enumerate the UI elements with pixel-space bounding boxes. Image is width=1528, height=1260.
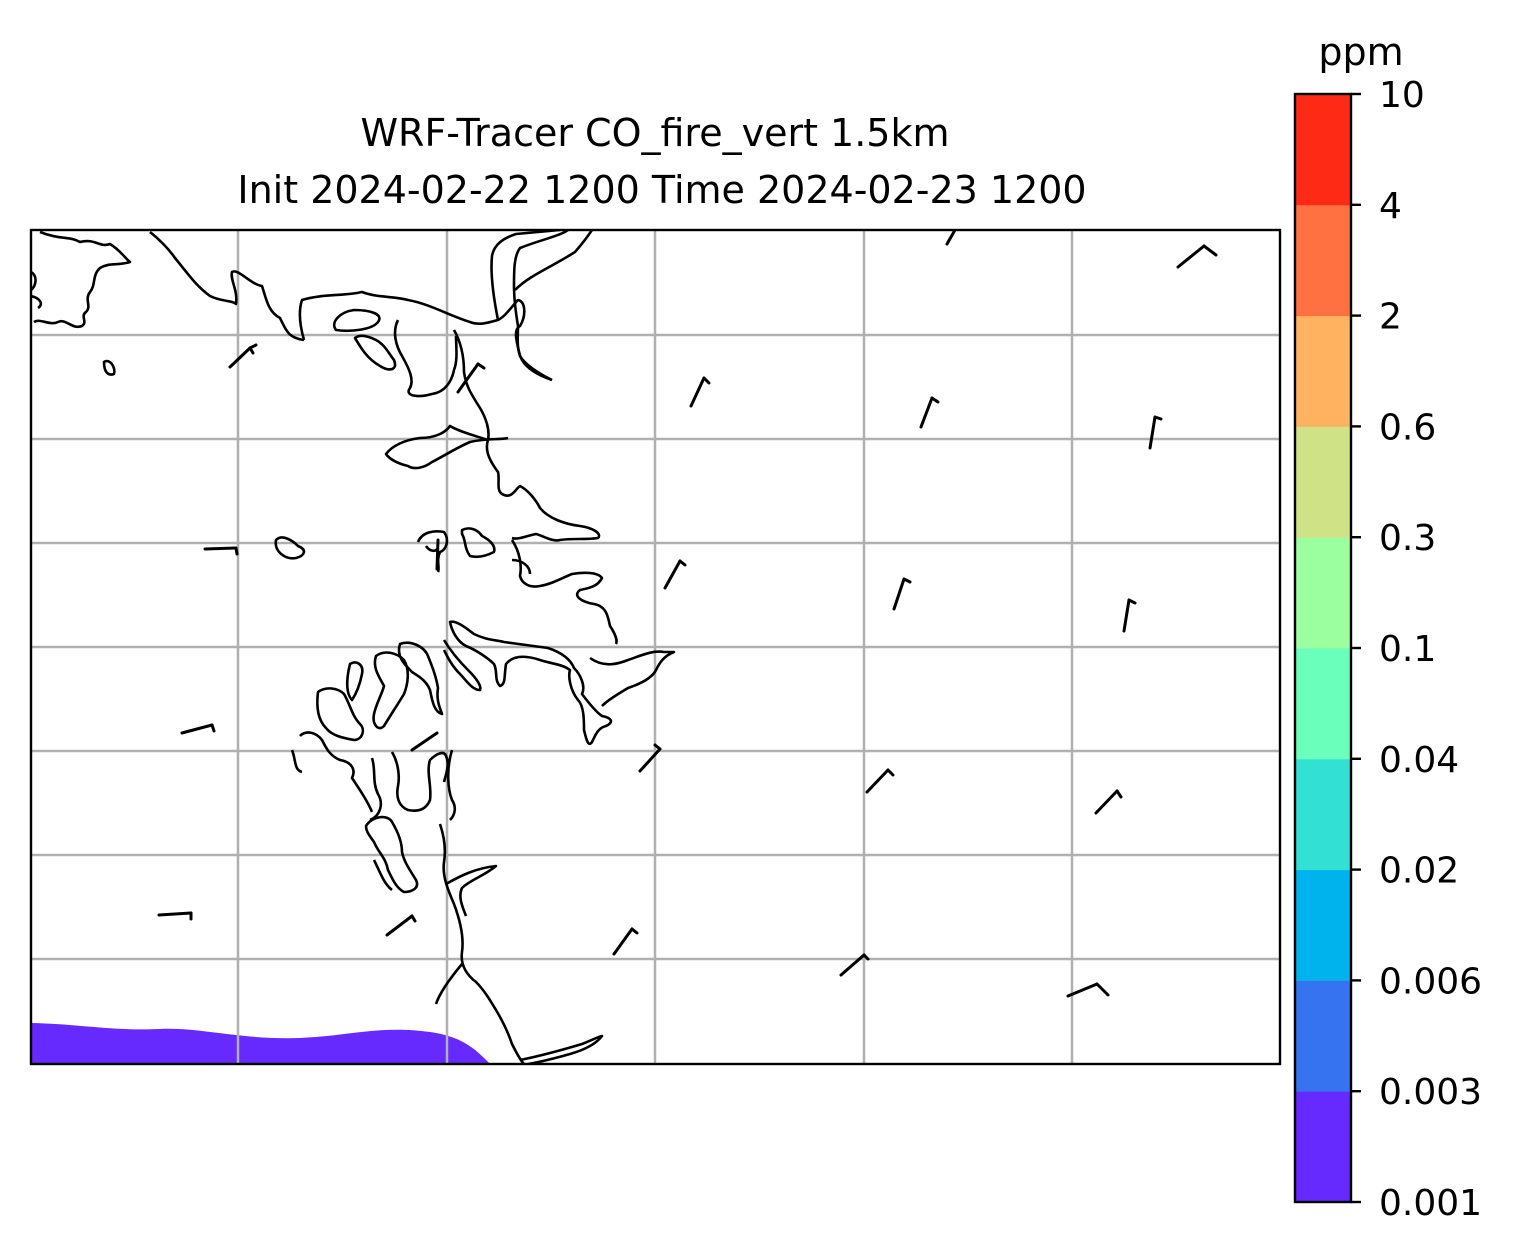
colorbar: ppm 0.001 0.003 0.006 0.02 0.04 0.1 0.3 0.6 2 4 10 [1293,30,1482,1224]
wind-barb [1148,415,1163,450]
wind-barb [410,731,439,752]
wind-barbs [157,230,1218,998]
colorbar-tick-label: 0.3 [1379,518,1436,559]
wind-barb [1122,598,1137,633]
colorbar-unit-label: ppm [1318,30,1403,74]
map-panel [29,228,1282,1066]
colorbar-tick-label: 0.02 [1379,851,1459,892]
wind-barb [203,546,239,556]
colorbar-band [1295,537,1351,649]
map-frame [29,228,1282,1066]
colorbar-band [1295,980,1351,1092]
wind-barb [228,343,258,369]
plot-title-line1: WRF-Tracer CO_fire_vert 1.5km [360,111,949,155]
colorbar-ticks: 0.001 0.003 0.006 0.02 0.04 0.1 0.3 0.6 2 4 10 [1351,75,1482,1224]
wind-barb [919,396,940,429]
wind-barb [612,927,639,956]
colorbar-band [1295,758,1351,871]
tracer-concentration-area [31,1023,490,1064]
wind-barb [839,953,870,977]
wind-barb [456,362,486,394]
wind-barb [1094,789,1123,815]
wind-barb [638,743,662,773]
colorbar-frame [1293,92,1353,1204]
colorbar-tick-label: 0.003 [1379,1072,1482,1113]
colorbar-band [1295,1091,1351,1203]
wind-barb [865,768,895,794]
colorbar-tick-label: 0.006 [1379,961,1482,1002]
plot-title-line2: Init 2024-02-22 1200 Time 2024-02-23 120… [237,168,1086,212]
colorbar-band [1295,426,1351,538]
wind-barb [1176,244,1218,269]
colorbar-band [1295,204,1351,317]
wind-barb [180,723,216,735]
wind-barb [663,559,687,590]
colorbar-band [1295,869,1351,981]
coastlines [31,230,676,1064]
wind-barb [1066,982,1110,998]
colorbar-band [1295,648,1351,760]
wind-barb [689,376,711,408]
wind-barb [435,538,440,571]
colorbar-tick-label: 10 [1379,75,1425,116]
colorbar-tick-label: 0.6 [1379,407,1436,448]
colorbar-tick-label: 4 [1379,186,1402,227]
wind-barb [385,914,417,937]
colorbar-band [1295,94,1351,206]
colorbar-tick-label: 0.1 [1379,629,1436,670]
colorbar-tick-label: 2 [1379,297,1402,338]
wind-barb [892,577,912,611]
wind-barb [157,911,193,921]
gridlines [31,230,1280,1064]
colorbar-band [1295,315,1351,427]
colorbar-tick-label: 0.001 [1379,1183,1482,1224]
wind-barb [945,230,957,246]
colorbar-bands [1295,94,1351,1203]
colorbar-tick-label: 0.04 [1379,740,1459,781]
